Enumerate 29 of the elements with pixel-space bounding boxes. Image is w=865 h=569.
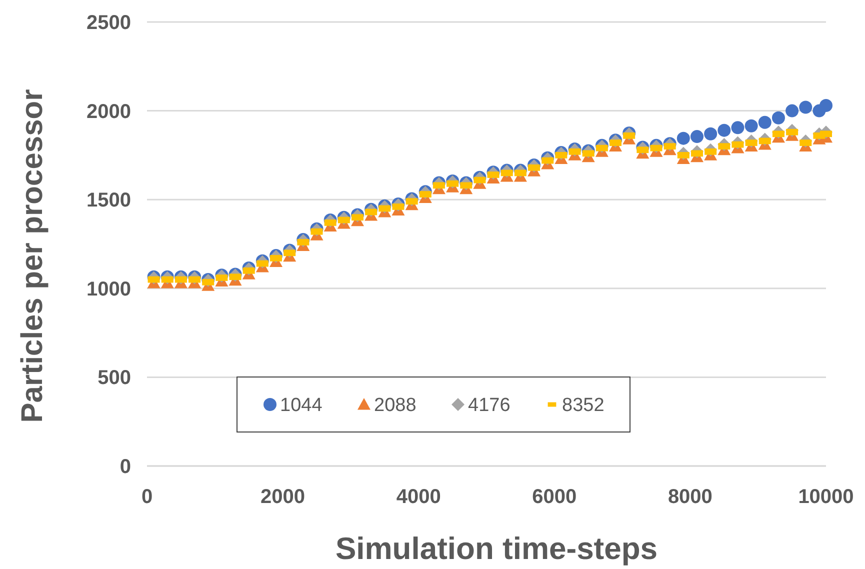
- point: [704, 127, 718, 140]
- point: [772, 111, 785, 124]
- y-tick-label: 1000: [86, 278, 131, 300]
- y-tick-label: 1500: [86, 190, 131, 212]
- point: [758, 116, 772, 129]
- x-axis-title: Simulation time-steps: [335, 531, 658, 566]
- y-tick-label: 500: [98, 367, 131, 390]
- legend-label: 8352: [562, 395, 604, 416]
- point: [744, 119, 758, 132]
- legend-label: 1044: [280, 395, 323, 416]
- legend-label: 4176: [468, 395, 510, 416]
- x-tick-label: 0: [141, 486, 153, 508]
- point: [690, 130, 704, 144]
- x-tick-label: 2000: [260, 486, 306, 508]
- point: [676, 132, 690, 145]
- x-tick-label: 8000: [668, 486, 712, 508]
- x-tick-label: 6000: [532, 486, 577, 508]
- x-tick-label: 10000: [798, 486, 854, 508]
- point: [820, 98, 832, 112]
- point: [731, 121, 744, 134]
- y-axis-title: Particles per processor: [16, 88, 49, 423]
- point: [786, 104, 799, 118]
- x-tick-label: 4000: [396, 486, 441, 508]
- point: [718, 124, 731, 137]
- y-tick-label: 0: [120, 456, 131, 478]
- legend-label: 2088: [374, 395, 416, 416]
- y-tick-label: 2000: [86, 100, 131, 123]
- point: [799, 100, 812, 114]
- y-tick-label: 2500: [86, 12, 131, 34]
